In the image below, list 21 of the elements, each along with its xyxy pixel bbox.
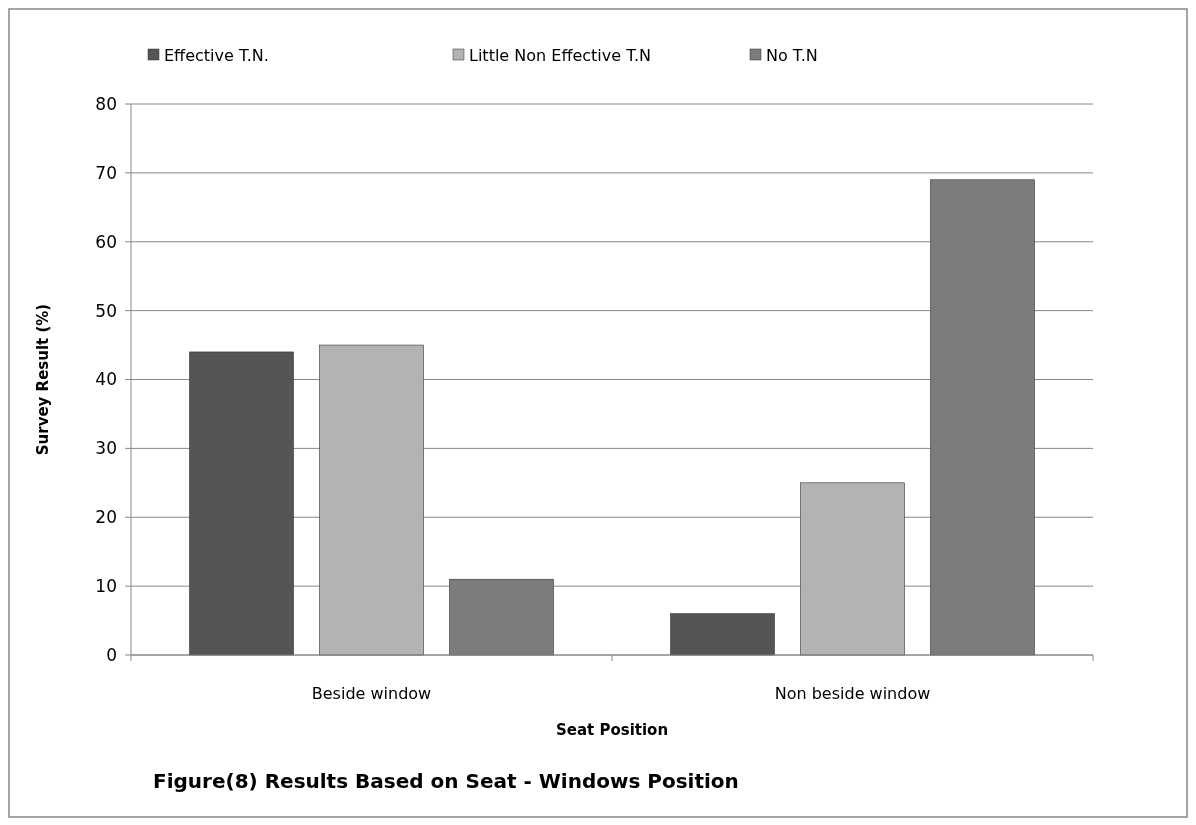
y-tick-label: 50	[95, 300, 117, 321]
y-tick-label: 10	[95, 576, 117, 597]
bar	[800, 482, 905, 656]
x-tick-label: Beside window	[311, 684, 432, 703]
y-tick-label: 60	[95, 231, 117, 252]
y-tick-label: 40	[95, 369, 117, 390]
bar	[319, 344, 424, 656]
x-axis-title: Seat Position	[555, 721, 669, 739]
text: Figure(8) Results Based on Seat - Windows Position	[153, 769, 739, 793]
y-axis-title: Survey Result (%)	[34, 303, 52, 456]
bar	[189, 351, 294, 656]
legend-label: Effective T.N.	[164, 45, 269, 65]
y-tick-label: 70	[95, 162, 117, 183]
y-tick-label: 20	[95, 507, 117, 528]
y-tick-label: 30	[95, 438, 117, 459]
legend-label: Little Non Effective T.N	[469, 45, 652, 65]
x-tick-label: Non beside window	[774, 684, 931, 703]
bar	[670, 613, 775, 656]
legend-label: No T.N	[766, 45, 818, 65]
y-tick-label: 80	[95, 93, 117, 114]
y-tick-label: 0	[106, 644, 117, 665]
